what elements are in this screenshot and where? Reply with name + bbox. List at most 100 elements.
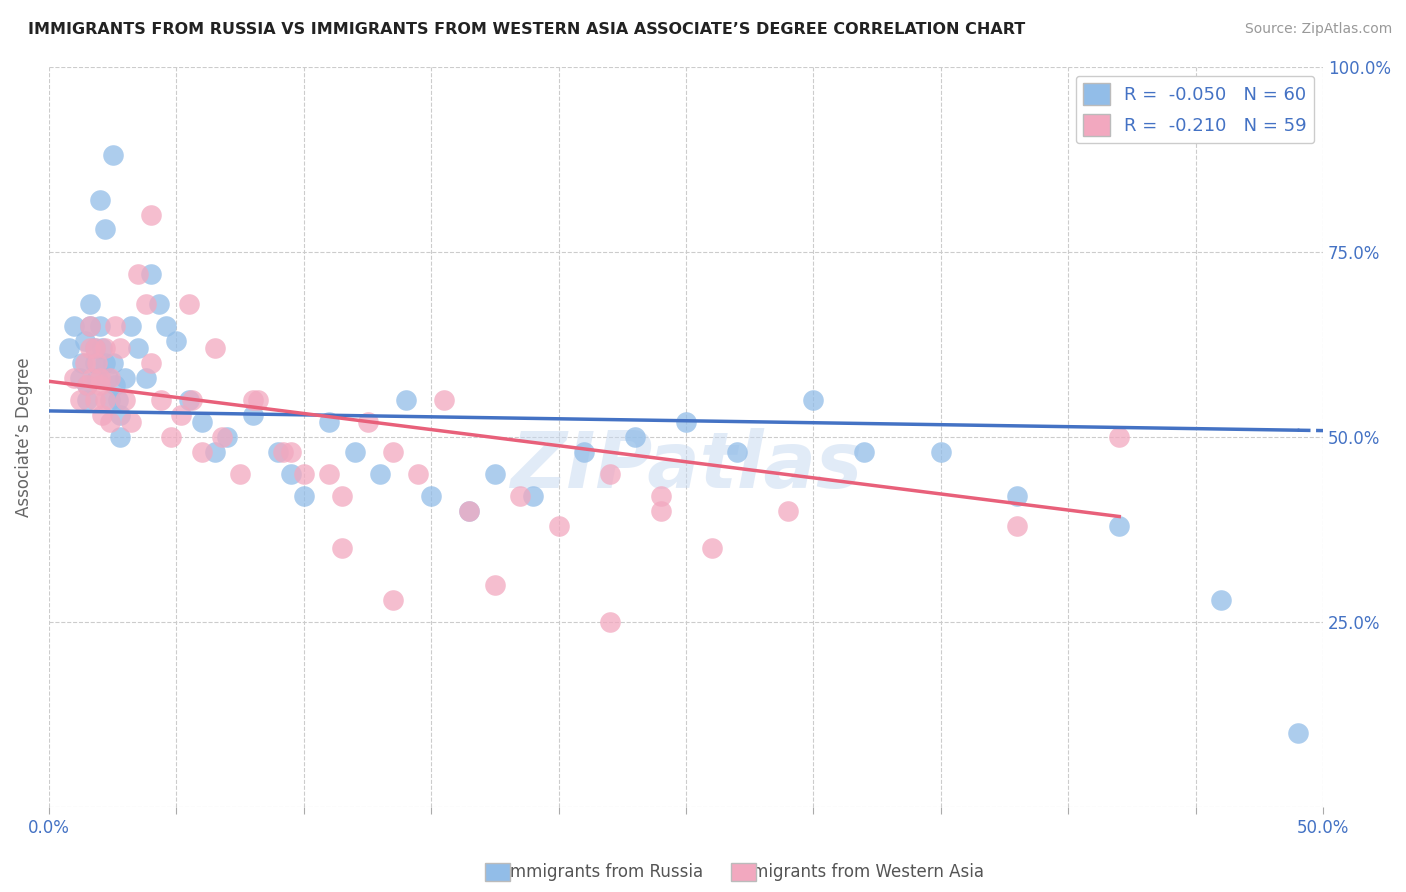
Point <box>267 444 290 458</box>
Point <box>242 392 264 407</box>
Point <box>368 467 391 481</box>
Point <box>650 504 672 518</box>
Point <box>148 296 170 310</box>
Point <box>725 444 748 458</box>
Point <box>191 415 214 429</box>
Point <box>120 415 142 429</box>
Text: Immigrants from Russia: Immigrants from Russia <box>505 863 703 881</box>
Point <box>89 370 111 384</box>
Point <box>82 370 104 384</box>
Point <box>120 318 142 333</box>
Point <box>675 415 697 429</box>
Point <box>91 408 114 422</box>
Point <box>135 296 157 310</box>
Text: IMMIGRANTS FROM RUSSIA VS IMMIGRANTS FROM WESTERN ASIA ASSOCIATE’S DEGREE CORREL: IMMIGRANTS FROM RUSSIA VS IMMIGRANTS FRO… <box>28 22 1025 37</box>
Point <box>395 392 418 407</box>
Point <box>246 392 269 407</box>
Point <box>165 334 187 348</box>
Point <box>204 444 226 458</box>
Text: Immigrants from Western Asia: Immigrants from Western Asia <box>731 863 984 881</box>
Point <box>292 489 315 503</box>
Point <box>83 356 105 370</box>
Point <box>98 415 121 429</box>
Point <box>104 378 127 392</box>
Text: Source: ZipAtlas.com: Source: ZipAtlas.com <box>1244 22 1392 37</box>
Point <box>73 334 96 348</box>
Point <box>101 356 124 370</box>
Point <box>484 467 506 481</box>
Point <box>1007 489 1029 503</box>
Point <box>104 318 127 333</box>
Point <box>170 408 193 422</box>
Point <box>89 378 111 392</box>
Point <box>79 318 101 333</box>
Point <box>107 392 129 407</box>
Point <box>180 392 202 407</box>
Point <box>69 392 91 407</box>
Point <box>91 341 114 355</box>
Point <box>1007 518 1029 533</box>
Point <box>89 193 111 207</box>
Point <box>127 267 149 281</box>
Point <box>624 430 647 444</box>
Point <box>776 504 799 518</box>
Point <box>356 415 378 429</box>
Point <box>79 318 101 333</box>
Point <box>83 392 105 407</box>
Point <box>599 615 621 629</box>
Point <box>599 467 621 481</box>
Point <box>110 430 132 444</box>
Point <box>86 356 108 370</box>
Point <box>522 489 544 503</box>
Point <box>79 341 101 355</box>
Point <box>110 341 132 355</box>
Point <box>280 444 302 458</box>
Point <box>408 467 430 481</box>
Point <box>79 296 101 310</box>
Point <box>63 318 86 333</box>
Point <box>330 489 353 503</box>
Point <box>135 370 157 384</box>
Point <box>83 341 105 355</box>
Point <box>229 467 252 481</box>
Point <box>114 392 136 407</box>
Point <box>292 467 315 481</box>
Point <box>382 592 405 607</box>
Point <box>458 504 481 518</box>
Point <box>650 489 672 503</box>
Text: ZIPatlas: ZIPatlas <box>510 428 862 505</box>
Point <box>97 370 120 384</box>
Point <box>273 444 295 458</box>
Point <box>1211 592 1233 607</box>
Point <box>150 392 173 407</box>
Point <box>94 341 117 355</box>
Point <box>110 408 132 422</box>
Point <box>280 467 302 481</box>
Point <box>509 489 531 503</box>
Point <box>242 408 264 422</box>
Point <box>160 430 183 444</box>
Point <box>179 296 201 310</box>
Point <box>853 444 876 458</box>
Point <box>86 370 108 384</box>
Point <box>76 392 98 407</box>
Point <box>127 341 149 355</box>
Point <box>1108 518 1130 533</box>
Point <box>433 392 456 407</box>
Point <box>76 378 98 392</box>
Point <box>83 341 105 355</box>
Point <box>70 356 93 370</box>
Point <box>98 392 121 407</box>
Point <box>69 370 91 384</box>
Point <box>318 415 340 429</box>
Point <box>382 444 405 458</box>
Point <box>139 267 162 281</box>
Point <box>139 356 162 370</box>
Point <box>179 392 201 407</box>
Point <box>318 467 340 481</box>
Point <box>63 370 86 384</box>
Point <box>98 370 121 384</box>
Point <box>94 356 117 370</box>
Point <box>547 518 569 533</box>
Point <box>420 489 443 503</box>
